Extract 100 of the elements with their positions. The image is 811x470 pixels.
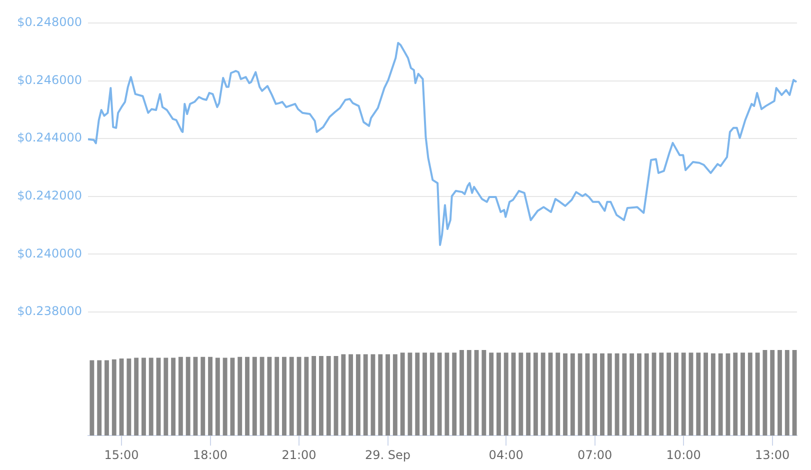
bar — [607, 353, 612, 436]
bar — [452, 352, 457, 436]
y-tick-label: $0.248000 — [17, 15, 82, 30]
bar — [289, 356, 294, 436]
bar — [622, 353, 627, 436]
bar — [778, 350, 782, 436]
bar — [659, 352, 664, 436]
bar — [533, 352, 538, 436]
bar — [238, 356, 242, 436]
bar — [548, 352, 553, 436]
bar — [726, 353, 730, 436]
x-tick-label: 18:00 — [192, 448, 228, 462]
x-tick-label: 29. Sep — [365, 448, 411, 462]
bar — [378, 354, 383, 436]
bar — [282, 356, 286, 436]
bar — [408, 352, 412, 436]
bar — [400, 352, 405, 436]
bar — [370, 354, 376, 436]
bar — [444, 352, 450, 436]
bar — [148, 358, 154, 436]
bar — [511, 352, 516, 436]
bar — [260, 356, 264, 436]
bar — [474, 350, 479, 436]
bar — [112, 359, 116, 436]
bar — [762, 350, 768, 436]
bar — [637, 353, 642, 436]
bar — [518, 352, 524, 436]
bar — [430, 352, 434, 436]
bar — [119, 358, 124, 436]
bar — [392, 354, 398, 436]
bar — [312, 356, 316, 436]
bar — [97, 360, 102, 436]
bar — [422, 352, 427, 436]
bar — [748, 352, 752, 436]
bar — [171, 358, 176, 436]
y-tick-label: $0.244000 — [17, 130, 82, 145]
y-tick-label: $0.238000 — [17, 304, 82, 318]
bar — [681, 352, 686, 436]
bar — [437, 352, 442, 436]
bar — [504, 352, 508, 436]
bar — [193, 356, 198, 436]
bar — [334, 356, 338, 436]
bar — [141, 358, 146, 436]
bar — [267, 356, 272, 436]
bar — [755, 352, 760, 436]
bar — [556, 352, 560, 436]
bar — [415, 352, 420, 436]
bar — [489, 352, 494, 436]
bar — [164, 358, 168, 436]
x-tick-label: 21:00 — [282, 448, 316, 462]
bar — [296, 356, 302, 436]
bar — [666, 352, 672, 436]
x-tick-label: 13:00 — [755, 448, 790, 462]
bar — [733, 352, 738, 436]
bar — [563, 353, 568, 436]
bar — [688, 352, 694, 436]
bar — [341, 354, 346, 436]
bar — [460, 350, 464, 436]
bar — [348, 354, 354, 436]
x-tick-label: 07:00 — [578, 448, 612, 462]
bar — [652, 352, 656, 436]
bar — [156, 358, 161, 436]
bar — [245, 356, 250, 436]
bar — [186, 356, 190, 436]
bar — [363, 354, 368, 436]
bar — [230, 358, 235, 436]
y-tick-label: $0.242000 — [17, 188, 82, 203]
bar — [540, 352, 546, 436]
bar — [718, 353, 723, 436]
bar — [570, 353, 575, 436]
bar — [386, 354, 390, 436]
bar — [466, 350, 472, 436]
x-tick-label: 04:00 — [488, 448, 524, 462]
bar — [740, 352, 745, 436]
bar — [674, 352, 678, 436]
bar — [784, 350, 790, 436]
bar — [592, 353, 598, 436]
bar — [770, 350, 775, 436]
bar — [482, 350, 486, 436]
bar — [318, 356, 324, 436]
bar — [644, 353, 649, 436]
bar — [304, 356, 309, 436]
bar — [326, 356, 331, 436]
bar — [215, 358, 220, 436]
x-tick-label: 15:00 — [104, 448, 139, 462]
bar — [792, 350, 797, 436]
bar — [496, 352, 501, 436]
bar — [178, 356, 183, 436]
bar — [90, 360, 94, 436]
bar — [252, 356, 257, 436]
bar — [134, 358, 139, 436]
bar — [696, 352, 701, 436]
bar — [614, 353, 620, 436]
bar — [104, 360, 109, 436]
bar — [710, 353, 716, 436]
bar — [126, 358, 132, 436]
bar — [208, 356, 212, 436]
bar — [578, 353, 582, 436]
bar — [585, 353, 590, 436]
bar — [526, 352, 531, 436]
